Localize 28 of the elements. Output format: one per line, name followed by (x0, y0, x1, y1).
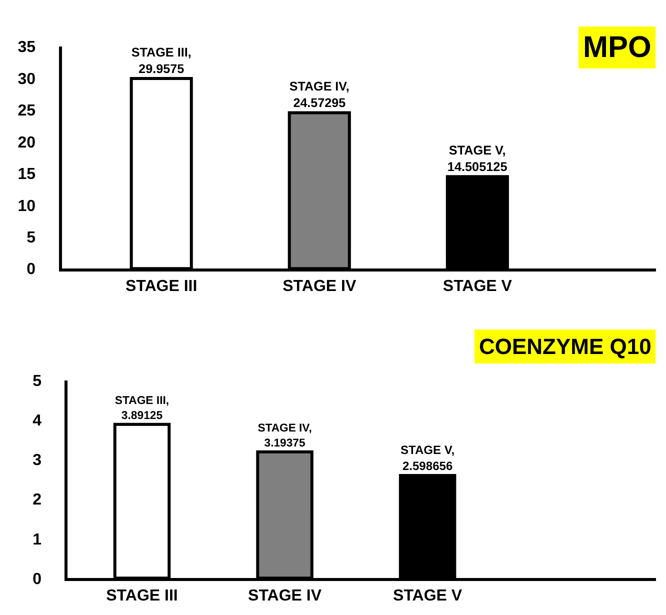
y-tick-label: 35 (18, 39, 36, 56)
y-tick-label: 5 (26, 229, 36, 246)
text: COENZYME Q10 (479, 334, 652, 359)
y-tick-label: 3 (32, 452, 42, 470)
y-tick-label: 15 (18, 166, 36, 184)
data-label: STAGE IV, 3.19375 (258, 422, 312, 450)
y-tick-label: 4 (32, 412, 42, 430)
data-label: STAGE III, 3.89125 (114, 395, 170, 422)
y-tick-label: 0 (32, 570, 42, 588)
data-label: STAGE III, 29.9575 (131, 45, 192, 76)
y-tick-label: 2 (32, 492, 42, 509)
chart-title: MPO (583, 31, 652, 64)
y-tick-label: 20 (18, 134, 36, 152)
x-tick-label: STAGE IV (282, 278, 356, 295)
x-tick-label: STAGE III (106, 587, 178, 604)
data-label: STAGE IV, 24.57295 (289, 80, 350, 110)
y-tick-label: 5 (32, 373, 42, 390)
y-tick-label: 1 (32, 531, 42, 548)
y-tick-label: 30 (18, 70, 36, 88)
data-label: STAGE V, 2.598656 (400, 443, 455, 473)
x-tick-label: STAGE IV (248, 587, 322, 604)
x-tick-label: STAGE III (125, 278, 198, 295)
x-tick-label: STAGE V (393, 587, 462, 604)
x-tick-label: STAGE V (442, 278, 512, 295)
y-tick-label: 10 (18, 198, 36, 215)
data-label: STAGE V, 14.505125 (447, 143, 508, 174)
y-tick-label: 25 (18, 102, 36, 120)
y-tick-label: 0 (26, 261, 36, 278)
